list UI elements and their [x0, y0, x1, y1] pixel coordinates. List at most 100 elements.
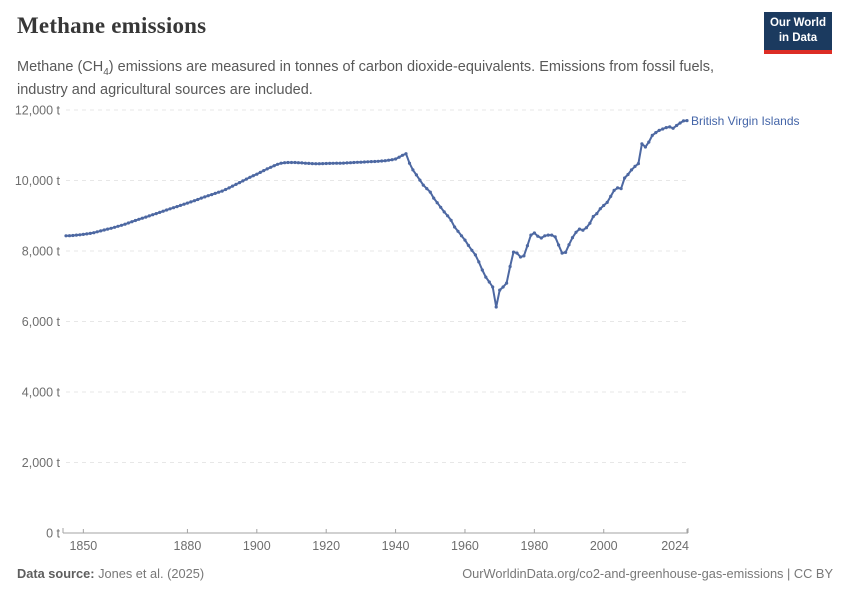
data-point[interactable]	[293, 160, 297, 165]
data-point[interactable]	[244, 177, 248, 181]
credit-link[interactable]: OurWorldinData.org/co2-and-greenhouse-ga…	[462, 566, 833, 581]
data-point[interactable]	[439, 205, 443, 209]
data-point[interactable]	[71, 233, 75, 238]
data-point[interactable]	[612, 188, 616, 192]
data-point[interactable]	[171, 206, 176, 210]
data-point[interactable]	[522, 254, 526, 258]
data-point[interactable]	[459, 234, 464, 238]
data-point[interactable]	[189, 200, 193, 204]
data-point[interactable]	[664, 126, 668, 130]
data-point[interactable]	[286, 160, 290, 165]
data-point[interactable]	[362, 160, 366, 164]
data-point[interactable]	[647, 140, 651, 144]
data-point[interactable]	[640, 142, 644, 146]
data-point[interactable]	[435, 201, 439, 205]
data-point[interactable]	[373, 159, 377, 164]
data-point[interactable]	[119, 223, 124, 227]
data-point[interactable]	[463, 238, 467, 242]
data-point[interactable]	[543, 234, 547, 238]
data-point[interactable]	[560, 251, 564, 255]
data-point[interactable]	[296, 161, 300, 165]
data-point[interactable]	[338, 161, 342, 165]
data-point[interactable]	[248, 175, 252, 179]
data-point[interactable]	[553, 235, 557, 239]
data-point[interactable]	[671, 126, 675, 130]
data-point[interactable]	[414, 173, 418, 177]
data-point[interactable]	[550, 233, 554, 237]
data-point[interactable]	[283, 161, 287, 165]
data-point[interactable]	[175, 205, 179, 209]
data-point[interactable]	[480, 268, 484, 272]
data-point[interactable]	[529, 233, 533, 237]
data-point[interactable]	[310, 162, 314, 166]
data-point[interactable]	[317, 162, 321, 166]
data-point[interactable]	[109, 226, 113, 230]
data-point[interactable]	[518, 255, 523, 259]
data-point[interactable]	[484, 275, 488, 279]
data-point[interactable]	[564, 250, 568, 254]
data-point[interactable]	[577, 227, 582, 231]
data-point[interactable]	[168, 207, 172, 211]
data-point[interactable]	[466, 243, 470, 247]
data-point[interactable]	[494, 305, 498, 309]
data-point[interactable]	[400, 153, 405, 157]
data-point[interactable]	[536, 234, 540, 238]
data-point[interactable]	[272, 164, 276, 168]
data-point[interactable]	[407, 161, 412, 165]
data-point[interactable]	[602, 203, 606, 208]
data-point[interactable]	[456, 229, 460, 233]
series-label-british-virgin-islands[interactable]: British Virgin Islands	[691, 114, 800, 128]
data-point[interactable]	[491, 285, 495, 289]
data-point[interactable]	[230, 184, 235, 188]
data-point[interactable]	[348, 161, 353, 165]
data-point[interactable]	[182, 202, 186, 206]
data-point[interactable]	[498, 288, 502, 292]
data-point[interactable]	[501, 285, 505, 289]
data-point[interactable]	[130, 220, 134, 224]
data-point[interactable]	[324, 161, 328, 166]
data-point[interactable]	[154, 212, 158, 216]
data-point[interactable]	[345, 161, 349, 165]
data-point[interactable]	[151, 213, 155, 217]
data-point[interactable]	[123, 222, 127, 226]
data-point[interactable]	[598, 207, 602, 211]
data-point[interactable]	[158, 210, 162, 214]
data-point[interactable]	[411, 168, 415, 172]
data-point[interactable]	[449, 218, 453, 222]
data-point[interactable]	[643, 145, 648, 149]
data-point[interactable]	[234, 182, 238, 186]
data-point[interactable]	[289, 160, 294, 165]
data-point[interactable]	[505, 281, 509, 285]
data-point[interactable]	[446, 214, 450, 218]
data-point[interactable]	[341, 161, 346, 165]
data-point[interactable]	[220, 189, 224, 193]
data-point[interactable]	[418, 178, 422, 182]
data-point[interactable]	[147, 214, 151, 218]
data-point[interactable]	[335, 161, 339, 165]
data-point[interactable]	[588, 221, 592, 225]
data-point[interactable]	[532, 231, 537, 235]
data-point[interactable]	[126, 221, 130, 225]
data-point[interactable]	[106, 227, 110, 231]
data-point[interactable]	[116, 224, 120, 228]
data-point[interactable]	[161, 209, 165, 213]
data-point[interactable]	[192, 199, 196, 203]
data-point[interactable]	[470, 248, 474, 252]
data-point[interactable]	[616, 186, 620, 190]
data-point[interactable]	[210, 193, 214, 197]
data-point[interactable]	[366, 160, 370, 164]
data-point[interactable]	[95, 230, 99, 234]
data-point[interactable]	[557, 243, 561, 247]
data-point[interactable]	[300, 161, 304, 165]
data-point[interactable]	[539, 236, 543, 240]
data-point[interactable]	[453, 225, 457, 229]
data-point[interactable]	[359, 160, 363, 164]
data-point[interactable]	[675, 123, 679, 128]
data-point[interactable]	[595, 212, 599, 216]
data-point[interactable]	[185, 201, 189, 205]
data-point[interactable]	[428, 190, 432, 194]
data-point[interactable]	[619, 187, 623, 191]
data-point[interactable]	[258, 170, 262, 174]
data-point[interactable]	[279, 161, 283, 165]
data-point[interactable]	[178, 203, 183, 207]
